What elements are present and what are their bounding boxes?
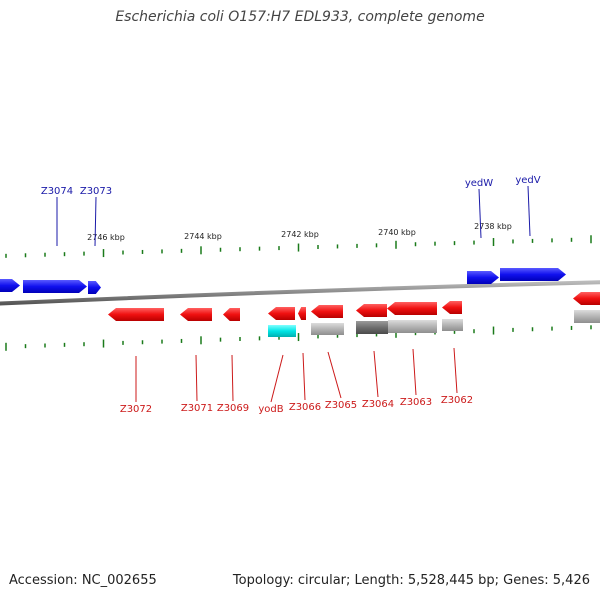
reverse-gene-arrow bbox=[311, 305, 343, 318]
reverse-gene-arrow bbox=[180, 308, 212, 321]
scale-label: 2744 kbp bbox=[184, 232, 222, 241]
grey-feature bbox=[574, 310, 600, 323]
forward-gene-leader bbox=[94, 196, 97, 247]
reverse-gene-leader bbox=[327, 351, 342, 399]
scale-label: 2746 kbp bbox=[87, 233, 125, 242]
forward-gene-leader bbox=[527, 185, 531, 237]
dark-grey-feature bbox=[356, 321, 388, 334]
reverse-gene-arrow bbox=[108, 308, 164, 321]
reverse-gene-label: Z3063 bbox=[400, 397, 432, 408]
reverse-gene-label: Z3065 bbox=[325, 400, 357, 411]
reverse-gene-arrow bbox=[387, 302, 437, 315]
reverse-gene-label: Z3066 bbox=[289, 402, 321, 413]
reverse-gene-leader bbox=[412, 348, 417, 396]
grey-feature bbox=[442, 319, 463, 331]
forward-gene-label: yedW bbox=[465, 178, 493, 189]
reverse-gene-leader bbox=[195, 354, 198, 402]
reverse-gene-label: yodB bbox=[258, 404, 283, 415]
forward-gene-label: Z3073 bbox=[80, 186, 112, 197]
reverse-gene-label: Z3072 bbox=[120, 404, 152, 415]
grey-feature bbox=[388, 320, 437, 333]
reverse-gene-label: Z3062 bbox=[441, 395, 473, 406]
cyan-feature bbox=[268, 325, 296, 337]
forward-gene-label: yedV bbox=[515, 175, 540, 186]
reverse-gene-leader bbox=[231, 354, 234, 402]
reverse-gene-arrow bbox=[298, 307, 306, 320]
genome-backbone bbox=[0, 280, 600, 306]
reverse-gene-arrow bbox=[442, 301, 462, 314]
scale-label: 2738 kbp bbox=[474, 222, 512, 231]
grey-feature bbox=[311, 323, 344, 335]
forward-gene-arrow bbox=[23, 280, 87, 293]
reverse-gene-label: Z3064 bbox=[362, 399, 394, 410]
reverse-gene-label: Z3069 bbox=[217, 403, 249, 414]
reverse-gene-leader bbox=[453, 347, 458, 394]
map-title: Escherichia coli O157:H7 EDL933, complet… bbox=[115, 9, 485, 25]
scale-label: 2742 kbp bbox=[281, 230, 319, 239]
reverse-gene-arrow bbox=[356, 304, 387, 317]
forward-gene-label: Z3074 bbox=[41, 186, 73, 197]
reverse-gene-arrow bbox=[573, 292, 600, 305]
forward-gene-arrow bbox=[88, 281, 101, 294]
forward-gene-arrow bbox=[0, 279, 20, 292]
reverse-gene-leader bbox=[302, 352, 306, 401]
forward-gene-arrow bbox=[500, 268, 566, 281]
reverse-gene-leader bbox=[270, 354, 284, 403]
reverse-gene-arrow bbox=[223, 308, 240, 321]
scale-label: 2740 kbp bbox=[378, 228, 416, 237]
accession-text: Accession: NC_002655 bbox=[9, 573, 157, 588]
forward-gene-arrow bbox=[467, 271, 499, 284]
forward-gene-leader bbox=[478, 188, 482, 239]
reverse-gene-leader bbox=[373, 350, 379, 398]
genome-summary-text: Topology: circular; Length: 5,528,445 bp… bbox=[232, 573, 590, 588]
reverse-gene-label: Z3071 bbox=[181, 403, 213, 414]
reverse-gene-arrow bbox=[268, 307, 295, 320]
